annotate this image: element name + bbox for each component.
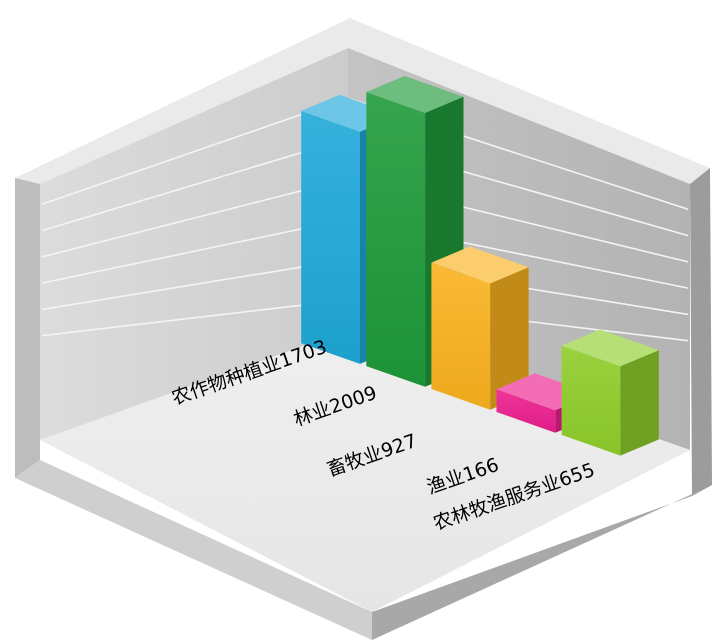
box-base-right (372, 485, 712, 640)
box-left-outer (15, 178, 40, 478)
box-right-outer (690, 168, 712, 496)
bar-5 (561, 329, 659, 456)
bar-top-face (366, 76, 464, 113)
bars (301, 76, 659, 456)
bar-front-face (366, 92, 426, 387)
bar-top-face (561, 329, 659, 367)
bar-front-face (496, 389, 556, 433)
box-back-wall-left (40, 48, 348, 440)
bar-top-face (431, 246, 529, 284)
bar-front-face (301, 110, 360, 364)
bar-front-face (561, 345, 621, 456)
bar-side-face (490, 267, 529, 410)
bar-side-face (620, 350, 659, 456)
bar-front-face (431, 262, 491, 410)
bar-3 (431, 246, 529, 410)
box-top-rim (15, 18, 710, 184)
box-base-left (15, 460, 372, 640)
